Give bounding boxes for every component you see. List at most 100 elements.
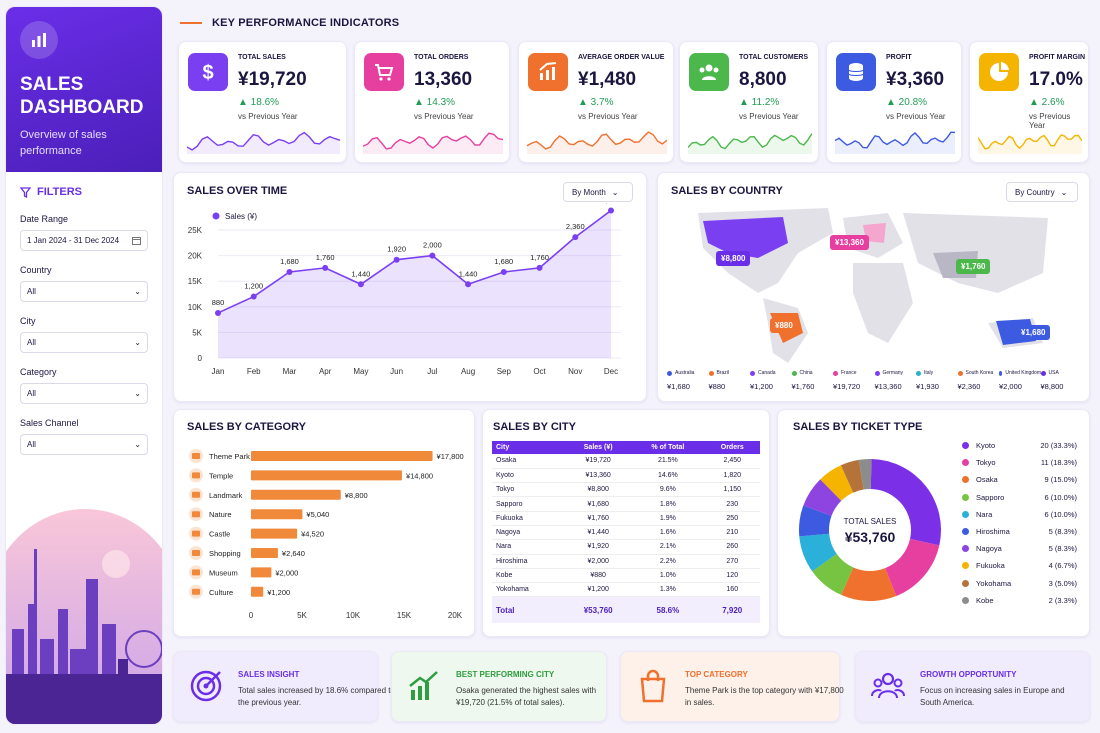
legend-swatch xyxy=(667,370,672,376)
bar-data-label: ¥14,800 xyxy=(406,471,433,480)
legend-swatch xyxy=(962,596,969,604)
line-data-label: 2,360 xyxy=(566,222,585,231)
table-row[interactable]: Fukuoka ¥1,760 1.9% 250 xyxy=(492,511,760,526)
kpi-card-average-order-value[interactable]: AVERAGE ORDER VALUE ¥1,480 ▲ 3.7% vs Previo… xyxy=(518,41,674,163)
insight-card-best-performing-city[interactable]: BEST PERFORMING CITY Osaka generated the … xyxy=(391,651,607,722)
line-point xyxy=(286,268,293,275)
kpi-value: 13,360 xyxy=(414,69,473,90)
legend-swatch xyxy=(999,370,1003,376)
sparkline xyxy=(688,133,812,154)
map-value-label[interactable]: ¥8,800 xyxy=(716,251,751,266)
insight-title: BEST PERFORMING CITY xyxy=(456,670,555,679)
table-row[interactable]: Tokyo ¥8,800 9.6% 1,150 xyxy=(492,482,760,498)
table-cell: 1.6% xyxy=(631,525,705,541)
y-tick-label: 5K xyxy=(192,328,202,337)
column-header[interactable]: Orders xyxy=(704,441,760,454)
ticket-legend-item: Osaka 9 (15.0%) xyxy=(962,475,1077,484)
country-legend-item: Italy ¥1,930 xyxy=(916,370,958,391)
table-cell: Sapporo xyxy=(492,496,566,512)
sales-by-category-card: SALES BY CATEGORY Theme Park ¥17,800 Templ… xyxy=(173,409,475,637)
insight-title: SALES INSIGHT xyxy=(238,670,300,679)
table-cell: Hiroshima xyxy=(492,554,566,569)
map-value-label[interactable]: ¥1,680 xyxy=(1016,325,1051,340)
category-bar xyxy=(251,528,298,539)
map-value-label[interactable]: ¥13,360 xyxy=(830,235,869,250)
donut-slice xyxy=(803,479,842,516)
category-bar xyxy=(251,470,402,481)
country-legend-item: Canada ¥1,200 xyxy=(750,370,792,391)
kpi-card-total-customers[interactable]: TOTAL CUSTOMERS 8,800 ▲ 11.2% vs Previous Y… xyxy=(679,41,819,163)
donut-slice xyxy=(858,459,872,490)
table-cell: Fukuoka xyxy=(492,511,566,526)
kpi-card-profit[interactable]: PROFIT ¥3,360 ▲ 20.8% vs Previous Year xyxy=(826,41,962,163)
table-cell: 230 xyxy=(704,496,760,512)
ticket-legend-item: Kobe 2 (3.3%) xyxy=(962,596,1077,605)
dashboard-title: SALES DASHBOARD xyxy=(20,74,144,118)
category-bar xyxy=(251,451,433,461)
table-row[interactable]: Hiroshima ¥2,000 2.2% 270 xyxy=(492,554,760,569)
category-label: Theme Park xyxy=(209,452,250,461)
legend-swatch xyxy=(957,370,963,376)
period-dropdown[interactable]: By Month ⌄ xyxy=(563,182,633,202)
table-cell: ¥1,760 xyxy=(565,511,632,526)
growth-chart-icon xyxy=(528,53,568,91)
category-select[interactable]: All ⌄ xyxy=(20,383,148,404)
ticket-legend-item: Tokyo 11 (18.3%) xyxy=(962,458,1077,467)
calendar-icon xyxy=(132,237,141,245)
filter-label-city: City xyxy=(20,316,36,326)
country-dropdown[interactable]: By Country ⌄ xyxy=(1006,182,1078,202)
category-label: Landmark xyxy=(209,491,243,500)
date-range-picker[interactable]: 1 Jan 2024 - 31 Dec 2024 xyxy=(20,230,148,251)
city-skyline-illustration xyxy=(6,509,162,724)
line-area xyxy=(218,210,611,358)
sparkline xyxy=(187,131,340,154)
country-select[interactable]: All ⌄ xyxy=(20,281,148,302)
filter-label-country: Country xyxy=(20,265,52,275)
city-select[interactable]: All ⌄ xyxy=(20,332,148,353)
table-row[interactable]: Kobe ¥880 1.0% 120 xyxy=(492,568,760,584)
bar-data-label: ¥17,800 xyxy=(437,452,464,461)
legend-swatch xyxy=(962,476,969,484)
kpi-card-total-orders[interactable]: TOTAL ORDERS 13,360 ▲ 14.3% vs Previous Yea… xyxy=(354,41,510,163)
column-header[interactable]: Sales (¥) xyxy=(565,441,632,454)
category-label: Culture xyxy=(209,588,233,597)
kpi-card-profit-margin[interactable]: PROFIT MARGIN 17.0% ▲ 2.6% vs Previous Year xyxy=(969,41,1089,163)
table-row[interactable]: Nara ¥1,920 2.1% 260 xyxy=(492,539,760,555)
map-value-label[interactable]: ¥1,760 xyxy=(956,259,991,274)
kpi-value: ¥19,720 xyxy=(238,69,307,90)
x-tick-label: 0 xyxy=(249,611,254,620)
insight-card-top-category[interactable]: TOP CATEGORY Theme Park is the top catego… xyxy=(620,651,844,722)
legend-swatch xyxy=(962,562,969,570)
table-row[interactable]: Kyoto ¥13,360 14.6% 1,820 xyxy=(492,468,760,484)
ticket-legend-item: Yokohama 3 (5.0%) xyxy=(962,579,1077,588)
table-row[interactable]: Nagoya ¥1,440 1.6% 210 xyxy=(492,525,760,541)
table-cell: 270 xyxy=(704,554,760,569)
donut-slice xyxy=(799,505,832,537)
table-cell: ¥1,920 xyxy=(565,539,632,555)
x-tick-label: Dec xyxy=(604,367,618,376)
insight-card-sales-insight[interactable]: SALES INSIGHT Total sales increased by 18… xyxy=(173,651,395,722)
insight-card-growth-opportunity[interactable]: GROWTH OPPORTUNITY Focus on increasing sa… xyxy=(855,651,1090,722)
line-point xyxy=(322,264,329,271)
map-value-label[interactable]: ¥880 xyxy=(770,318,798,333)
kpi-value: 8,800 xyxy=(739,69,787,90)
table-row[interactable]: Sapporo ¥1,680 1.8% 230 xyxy=(492,496,760,512)
sales-line xyxy=(217,209,612,314)
table-cell: 120 xyxy=(704,568,760,584)
sales-by-country-title: SALES BY COUNTRY xyxy=(671,185,783,197)
trend-up-icon xyxy=(406,668,442,704)
legend-swatch xyxy=(962,459,969,467)
total-cell: 7,920 xyxy=(722,605,743,615)
kpi-card-total-sales[interactable]: $ TOTAL SALES ¥19,720 ▲ 18.6% vs Previous Ye… xyxy=(178,41,347,163)
chevron-down-icon: ⌄ xyxy=(611,187,619,197)
column-header[interactable]: % of Total xyxy=(631,441,705,454)
column-header[interactable]: City xyxy=(492,441,566,454)
bar-data-label: ¥2,000 xyxy=(275,568,298,577)
sales-line-chart: Sales (¥) 25K 20K 15K 10K 5K 0 880 Jan 1,200 Feb 1,… xyxy=(188,203,621,376)
sales-channel-select[interactable]: All ⌄ xyxy=(20,434,148,455)
table-row[interactable]: Yokohama ¥1,200 1.3% 160 xyxy=(492,582,760,598)
table-row[interactable]: Osaka ¥19,720 21.5% 2,450 xyxy=(492,454,760,469)
legend-swatch xyxy=(962,528,969,535)
country-legend-item: United Kingdom ¥2,000 xyxy=(999,370,1041,391)
category-label: Shopping xyxy=(209,549,241,558)
